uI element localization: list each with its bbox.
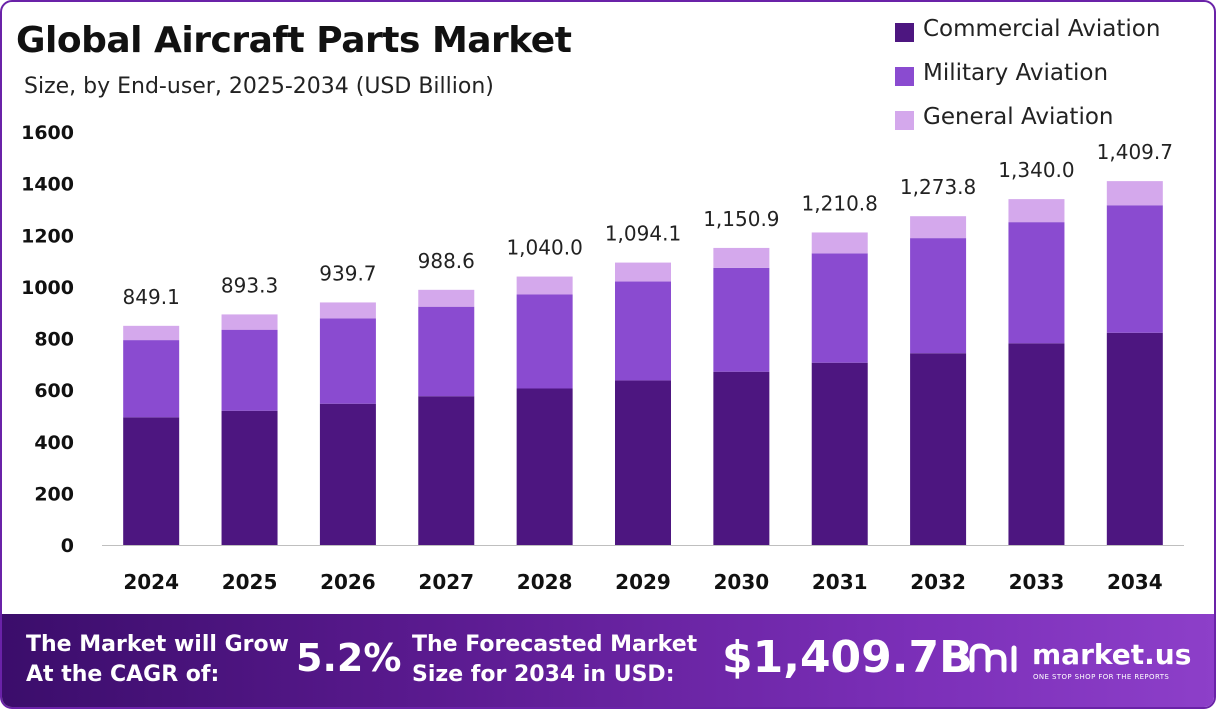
bar-segment-military (221, 329, 278, 411)
y-tick-label: 600 (34, 380, 74, 402)
legend-swatch-general (895, 111, 914, 130)
bar-segment-commercial (713, 371, 770, 545)
legend-label-commercial: Commercial Aviation (923, 16, 1161, 42)
x-tick-label: 2033 (1009, 570, 1065, 594)
bar-segment-commercial (516, 388, 573, 545)
bar-segment-military (123, 340, 180, 418)
bar-segment-commercial (221, 410, 278, 545)
y-tick-label: 800 (34, 329, 74, 351)
x-tick-label: 2028 (517, 570, 573, 594)
x-tick-label: 2030 (714, 570, 770, 594)
bar-total-label: 1,150.9 (703, 207, 779, 231)
bar-total-label: 1,040.0 (506, 236, 582, 260)
bar-segment-military (516, 294, 573, 389)
forecast-label: The Forecasted Market Size for 2034 in U… (412, 630, 697, 690)
bar-total-label: 1,210.8 (802, 191, 878, 215)
y-tick-label: 1400 (21, 174, 74, 196)
x-tick-label: 2032 (910, 570, 966, 594)
bar-segment-commercial (123, 417, 180, 545)
legend-swatch-military (895, 67, 914, 86)
cagr-label-line1: The Market will Grow (26, 632, 289, 657)
bar-segment-general (516, 276, 573, 295)
bar-segment-commercial (1106, 332, 1163, 545)
bar-segment-military (319, 318, 376, 404)
x-tick-label: 2025 (222, 570, 278, 594)
bar-segment-military (811, 253, 868, 363)
x-tick-label: 2027 (418, 570, 474, 594)
cagr-value: 5.2% (296, 636, 402, 680)
bar-segment-commercial (615, 380, 671, 545)
chart-subtitle: Size, by End-user, 2025-2034 (USD Billio… (24, 74, 494, 99)
bar-segment-military (910, 238, 967, 354)
bar-segment-military (713, 267, 770, 372)
bar-segment-commercial (1008, 343, 1065, 545)
y-tick-label: 1600 (21, 122, 74, 144)
bar-segment-military (1106, 205, 1163, 333)
bar-segment-commercial (319, 403, 376, 545)
bar-segment-general (713, 247, 770, 268)
bar-total-label: 893.3 (221, 273, 278, 297)
y-tick-label: 1000 (21, 277, 74, 299)
bar-segment-general (221, 314, 278, 330)
x-tick-label: 2029 (615, 570, 671, 594)
y-tick-label: 0 (61, 535, 74, 557)
cagr-label-line2: At the CAGR of: (26, 662, 220, 687)
bar-total-label: 939.7 (319, 261, 376, 285)
bar-segment-military (418, 306, 475, 397)
cagr-label: The Market will Grow At the CAGR of: (26, 630, 289, 690)
legend-swatch-commercial (895, 23, 914, 42)
legend-label-general: General Aviation (923, 104, 1114, 130)
bar-segment-general (1008, 199, 1065, 223)
market-us-logo-icon (969, 643, 1017, 673)
bar-total-label: 988.6 (418, 249, 475, 273)
summary-banner: The Market will Grow At the CAGR of: 5.2… (2, 614, 1214, 707)
bar-segment-military (1008, 222, 1065, 344)
bar-segment-commercial (910, 353, 967, 545)
bar-segment-commercial (418, 396, 475, 545)
brand-tagline: ONE STOP SHOP FOR THE REPORTS (1033, 673, 1170, 681)
bar-segment-general (910, 216, 967, 239)
bar-segment-military (615, 281, 671, 381)
y-tick-label: 1200 (21, 225, 74, 247)
bar-total-label: 1,094.1 (605, 222, 681, 246)
bar-segment-general (811, 232, 868, 254)
bar-total-label: 849.1 (123, 285, 180, 309)
bar-segment-general (123, 325, 180, 341)
x-tick-label: 2034 (1107, 570, 1163, 594)
forecast-label-line1: The Forecasted Market (412, 632, 698, 657)
brand-name: market.us (1032, 638, 1192, 671)
chart-title: Global Aircraft Parts Market (16, 20, 572, 61)
y-tick-label: 200 (34, 483, 74, 505)
bar-segment-general (319, 302, 376, 319)
bar-total-label: 1,340.0 (998, 158, 1074, 182)
x-tick-label: 2024 (123, 570, 179, 594)
x-tick-label: 2031 (812, 570, 868, 594)
forecast-label-line2: Size for 2034 in USD: (412, 662, 675, 687)
bar-segment-general (1106, 181, 1163, 206)
bar-chart: 0 200 400 600 800 1000 1200 1400 1600 849.1 2024 89… (21, 122, 1184, 594)
bar-segment-general (615, 262, 671, 282)
forecast-value: $1,409.7B (722, 632, 973, 683)
y-tick-label: 400 (34, 432, 74, 454)
legend-label-military: Military Aviation (923, 60, 1109, 86)
bar-segment-general (418, 289, 475, 307)
x-tick-label: 2026 (320, 570, 376, 594)
bar-total-label: 1,273.8 (900, 175, 976, 199)
bar-total-label: 1,409.7 (1097, 140, 1173, 164)
bar-segment-commercial (811, 362, 868, 545)
